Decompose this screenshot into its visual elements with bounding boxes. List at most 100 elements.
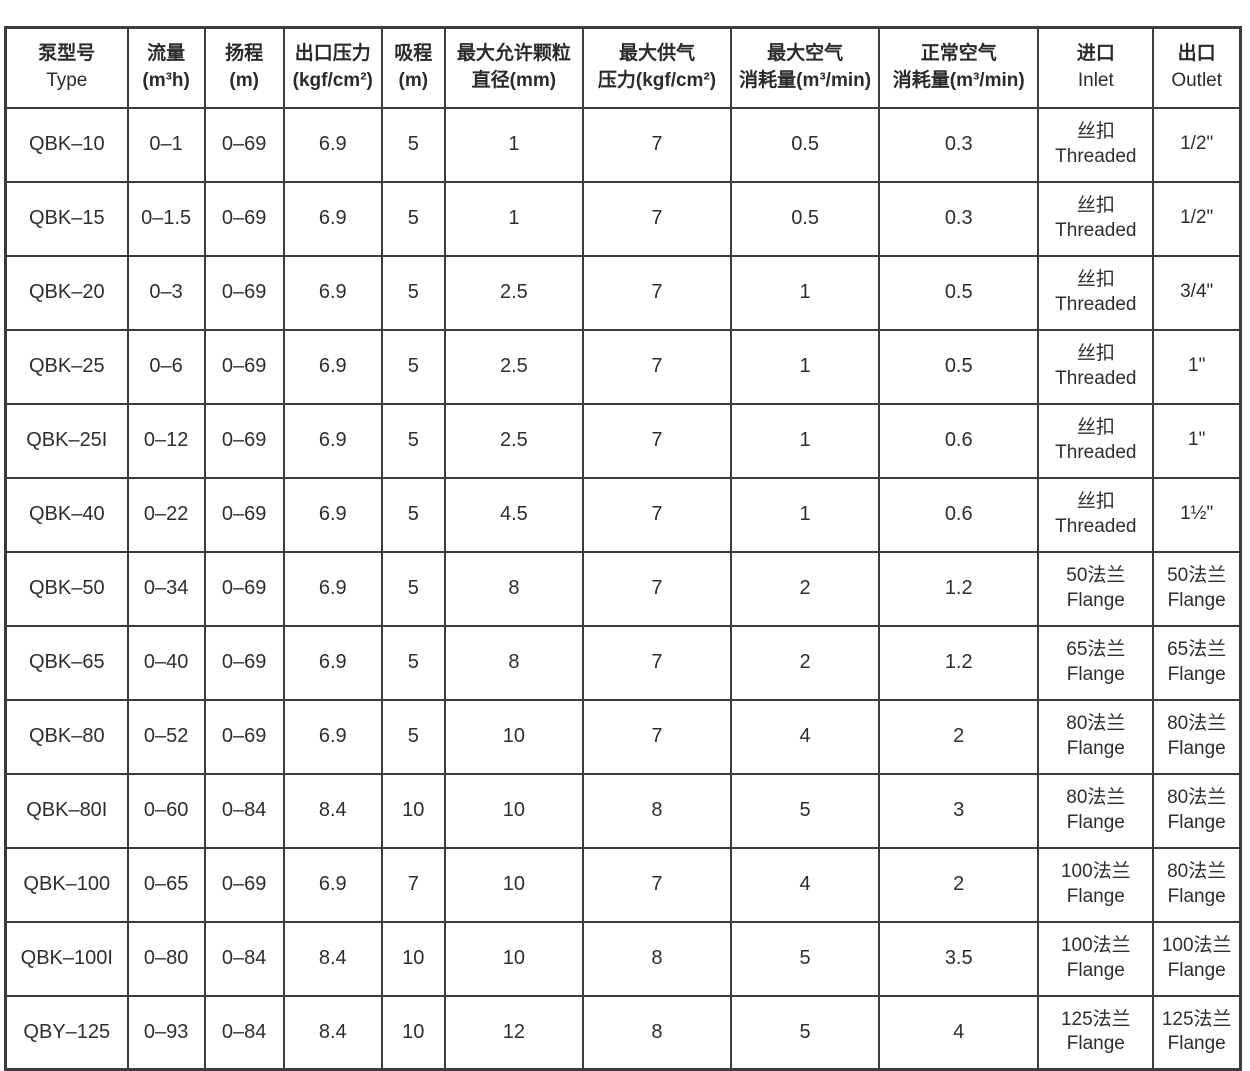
- cell-outlet: 1": [1152, 402, 1242, 479]
- inlet-line: 65法兰: [1066, 638, 1126, 660]
- cell-supply-pressure: 8: [581, 920, 733, 997]
- cell-supply-pressure: 8: [581, 772, 733, 849]
- cell-normal-air: 3.5: [878, 920, 1040, 997]
- cell-suction: 5: [380, 476, 446, 553]
- cell-type: QBK–10: [4, 106, 129, 183]
- cell-inlet: 50法兰 Flange: [1037, 550, 1155, 627]
- cell-outlet-pressure: 6.9: [282, 106, 383, 183]
- cell-flow: 0–22: [126, 476, 206, 553]
- cell-outlet-pressure: 6.9: [282, 624, 383, 701]
- cell-max-air: 2: [730, 550, 881, 627]
- cell-type: QBK–80: [4, 698, 129, 775]
- col-header-supply-zh1: 最大供气: [618, 43, 695, 65]
- table-row: QBY–125 0–93 0–84 8.4 10 12 8 5 4 125法兰 Flange 125法…: [4, 994, 1242, 1071]
- col-header-max-air-consumption: 最大空气 消耗量(m³/min): [730, 26, 881, 109]
- inlet-line: 100法兰: [1060, 934, 1131, 956]
- cell-inlet: 100法兰 Flange: [1037, 920, 1155, 997]
- outlet-line: Flange: [1167, 811, 1226, 833]
- cell-outlet-pressure: 6.9: [282, 180, 383, 257]
- table-row: QBK–65 0–40 0–69 6.9 5 8 7 2 1.2 65法兰 Flange 65法兰 Fl…: [4, 624, 1242, 701]
- cell-normal-air: 2: [878, 846, 1040, 923]
- cell-flow: 0–6: [126, 328, 206, 405]
- col-header-normal-air-zh2: 消耗量(m³/min): [892, 69, 1025, 91]
- inlet-line: Flange: [1066, 663, 1125, 685]
- cell-supply-pressure: 7: [581, 180, 733, 257]
- cell-flow: 0–40: [126, 624, 206, 701]
- cell-particle: 10: [443, 846, 584, 923]
- cell-max-air: 0.5: [730, 106, 881, 183]
- outlet-line: Flange: [1167, 885, 1226, 907]
- cell-particle: 10: [443, 772, 584, 849]
- cell-head: 0–69: [203, 846, 285, 923]
- cell-outlet-pressure: 6.9: [282, 402, 383, 479]
- table-row: QBK–80I 0–60 0–84 8.4 10 10 8 5 3 80法兰 Flange 80法兰 F…: [4, 772, 1242, 849]
- col-header-outlet-pressure-unit: (kgf/cm²): [292, 69, 373, 91]
- cell-type: QBK–100I: [4, 920, 129, 997]
- cell-type: QBK–50: [4, 550, 129, 627]
- outlet-line: 80法兰: [1167, 860, 1227, 882]
- cell-flow: 0–34: [126, 550, 206, 627]
- cell-outlet-pressure: 6.9: [282, 698, 383, 775]
- outlet-line: 80法兰: [1167, 786, 1227, 808]
- inlet-line: 125法兰: [1060, 1008, 1131, 1030]
- cell-supply-pressure: 7: [581, 550, 733, 627]
- cell-normal-air: 0.5: [878, 254, 1040, 331]
- cell-particle: 1: [443, 106, 584, 183]
- col-header-flow-unit: (m³h): [142, 69, 190, 91]
- cell-normal-air: 3: [878, 772, 1040, 849]
- inlet-line: 丝扣: [1076, 490, 1115, 512]
- inlet-line: Flange: [1066, 811, 1125, 833]
- cell-inlet: 丝扣 Threaded: [1037, 254, 1155, 331]
- cell-outlet: 50法兰 Flange: [1152, 550, 1242, 627]
- cell-suction: 5: [380, 328, 446, 405]
- header-row: 泵型号 Type 流量 (m³h) 扬程 (m) 出口压力 (kgf/cm²) …: [4, 26, 1242, 109]
- table-row: QBK–25I 0–12 0–69 6.9 5 2.5 7 1 0.6 丝扣 Threaded 1": [4, 402, 1242, 479]
- cell-supply-pressure: 7: [581, 846, 733, 923]
- cell-max-air: 4: [730, 698, 881, 775]
- table-row: QBK–15 0–1.5 0–69 6.9 5 1 7 0.5 0.3 丝扣 Threaded 1/2…: [4, 180, 1242, 257]
- inlet-line: 80法兰: [1066, 786, 1126, 808]
- col-header-type-zh: 泵型号: [38, 43, 96, 65]
- inlet-line: 丝扣: [1076, 120, 1115, 142]
- col-header-particle-diameter: 最大允许颗粒 直径(mm): [443, 26, 584, 109]
- cell-head: 0–69: [203, 106, 285, 183]
- outlet-line: Flange: [1167, 663, 1226, 685]
- cell-max-air: 2: [730, 624, 881, 701]
- col-header-outlet-zh: 出口: [1177, 43, 1216, 65]
- cell-suction: 10: [380, 994, 446, 1071]
- cell-normal-air: 0.3: [878, 106, 1040, 183]
- cell-supply-pressure: 7: [581, 106, 733, 183]
- cell-type: QBK–20: [4, 254, 129, 331]
- pump-spec-table-container: 泵型号 Type 流量 (m³h) 扬程 (m) 出口压力 (kgf/cm²) …: [4, 26, 1242, 1071]
- outlet-line: 125法兰: [1161, 1008, 1232, 1030]
- inlet-line: 80法兰: [1066, 712, 1126, 734]
- cell-supply-pressure: 7: [581, 402, 733, 479]
- cell-inlet: 125法兰 Flange: [1037, 994, 1155, 1071]
- inlet-line: Flange: [1066, 959, 1125, 981]
- cell-max-air: 5: [730, 772, 881, 849]
- table-header: 泵型号 Type 流量 (m³h) 扬程 (m) 出口压力 (kgf/cm²) …: [4, 26, 1242, 109]
- col-header-max-air-zh2: 消耗量(m³/min): [739, 69, 872, 91]
- cell-outlet: 80法兰 Flange: [1152, 698, 1242, 775]
- cell-flow: 0–65: [126, 846, 206, 923]
- outlet-line: 1": [1188, 355, 1206, 377]
- cell-supply-pressure: 8: [581, 994, 733, 1071]
- cell-outlet: 1/2": [1152, 106, 1242, 183]
- cell-supply-pressure: 7: [581, 254, 733, 331]
- cell-head: 0–69: [203, 402, 285, 479]
- cell-particle: 2.5: [443, 402, 584, 479]
- col-header-outlet-en: Outlet: [1171, 69, 1223, 91]
- col-header-inlet: 进口 Inlet: [1037, 26, 1155, 109]
- cell-outlet: 3/4": [1152, 254, 1242, 331]
- cell-particle: 8: [443, 624, 584, 701]
- table-row: QBK–10 0–1 0–69 6.9 5 1 7 0.5 0.3 丝扣 Threaded 1/2": [4, 106, 1242, 183]
- inlet-line: Threaded: [1055, 515, 1137, 537]
- cell-type: QBK–25I: [4, 402, 129, 479]
- cell-max-air: 0.5: [730, 180, 881, 257]
- cell-inlet: 100法兰 Flange: [1037, 846, 1155, 923]
- cell-flow: 0–1: [126, 106, 206, 183]
- cell-inlet: 65法兰 Flange: [1037, 624, 1155, 701]
- cell-max-air: 1: [730, 254, 881, 331]
- col-header-inlet-zh: 进口: [1076, 43, 1115, 65]
- cell-outlet-pressure: 6.9: [282, 328, 383, 405]
